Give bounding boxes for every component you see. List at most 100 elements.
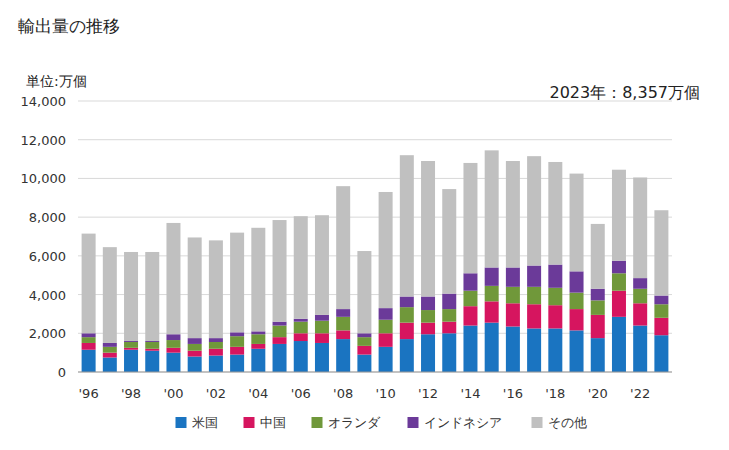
bar-segment (124, 350, 138, 372)
bar-segment (633, 303, 647, 325)
bar-segment (357, 337, 371, 346)
bar-segment (166, 223, 180, 334)
bar-segment (591, 224, 605, 289)
x-tick-label: '22 (630, 386, 650, 401)
y-tick-label: 6,000 (29, 249, 66, 264)
x-tick-label: '96 (79, 386, 99, 401)
bar-segment (251, 228, 265, 332)
bar-segment (82, 343, 96, 350)
legend-label: インドネシア (424, 415, 502, 430)
bars (82, 150, 669, 372)
bar-segment (336, 317, 350, 331)
bar-segment (230, 355, 244, 372)
bar-segment (570, 309, 584, 330)
bar-segment (251, 349, 265, 372)
annotation: 2023年：8,357万個 (549, 83, 700, 102)
bar-segment (357, 251, 371, 333)
bar-segment (230, 233, 244, 333)
bar-segment (421, 310, 435, 323)
bar-segment (527, 287, 541, 304)
bar-segment (463, 163, 477, 273)
x-tick-label: '16 (503, 386, 523, 401)
bar-segment (357, 346, 371, 355)
x-tick-label: '10 (376, 386, 396, 401)
bar-segment (251, 331, 265, 334)
bar-segment (591, 300, 605, 315)
bar-segment (379, 333, 393, 347)
bar-segment (400, 323, 414, 339)
bar-segment (379, 347, 393, 372)
bar-segment (442, 333, 456, 372)
bar-segment (336, 309, 350, 317)
bar-segment (400, 307, 414, 322)
bar-segment (103, 343, 117, 347)
y-tick-label: 0 (58, 365, 66, 380)
bar-segment (400, 155, 414, 296)
bar-segment (188, 237, 202, 338)
bar-segment (421, 334, 435, 372)
bar-segment (485, 286, 499, 301)
bar-segment (379, 192, 393, 308)
bar-segment (654, 296, 668, 305)
title: 輸出量の推移 (18, 16, 120, 36)
bar-segment (421, 297, 435, 311)
bar-segment (273, 344, 287, 372)
x-tick-label: '20 (588, 386, 608, 401)
bar-segment (294, 216, 308, 319)
bar-segment (315, 343, 329, 372)
x-tick-label: '04 (248, 386, 268, 401)
grid-line (78, 139, 672, 140)
bar-segment (591, 338, 605, 372)
bar-segment (294, 319, 308, 322)
bar-segment (336, 330, 350, 339)
bar-segment (485, 267, 499, 285)
bar-segment (273, 322, 287, 326)
grid-line (78, 372, 672, 373)
bar-segment (485, 150, 499, 267)
bar-segment (506, 267, 520, 286)
bar-segment (82, 337, 96, 343)
bar-segment (230, 332, 244, 336)
bar-segment (124, 252, 138, 341)
legend-label: オランダ (328, 415, 381, 430)
x-tick-label: '08 (333, 386, 353, 401)
legend-swatch (176, 417, 187, 428)
bar-segment (294, 322, 308, 334)
bar-segment (506, 303, 520, 326)
bar-segment (570, 293, 584, 309)
bar-segment (654, 318, 668, 335)
bar-segment (82, 234, 96, 334)
bar-segment (442, 322, 456, 334)
bar-segment (591, 315, 605, 338)
bar-segment (400, 297, 414, 308)
bar-segment (145, 351, 159, 372)
bar-segment (463, 273, 477, 290)
bar-segment (612, 291, 626, 317)
bar-segment (612, 317, 626, 372)
bar-segment (145, 349, 159, 351)
bar-segment (506, 161, 520, 267)
legend-label: 米国 (192, 415, 218, 430)
bar-segment (442, 309, 456, 322)
bar-segment (548, 288, 562, 305)
bar-segment (527, 328, 541, 372)
bar-segment (124, 342, 138, 348)
x-tick-label: '98 (121, 386, 141, 401)
bar-segment (273, 220, 287, 322)
bar-segment (654, 335, 668, 372)
bar-segment (294, 333, 308, 341)
bar-segment (654, 304, 668, 318)
bar-segment (633, 278, 647, 289)
bar-segment (421, 161, 435, 297)
bar-segment (103, 347, 117, 353)
legend-swatch (408, 417, 419, 428)
bar-segment (251, 344, 265, 349)
bar-segment (315, 215, 329, 315)
bar-segment (251, 334, 265, 344)
bar-segment (315, 321, 329, 334)
bar-segment (570, 174, 584, 272)
bar-segment (548, 265, 562, 288)
bar-segment (315, 315, 329, 321)
bar-segment (506, 287, 520, 303)
bar-segment (654, 210, 668, 295)
